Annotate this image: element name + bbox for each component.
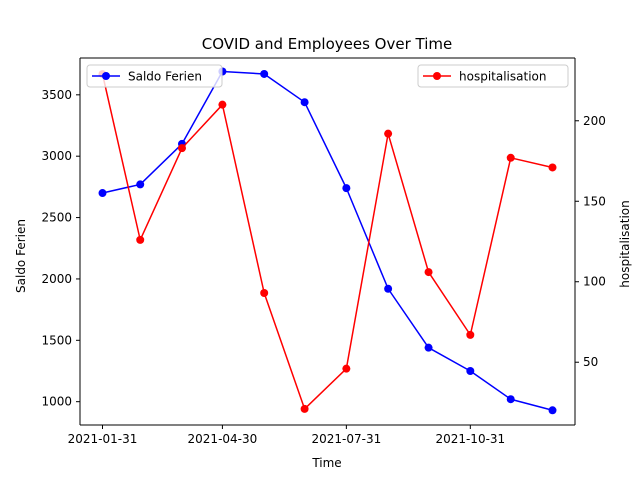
data-point-series2-9 [424, 268, 433, 277]
y-left-tick-label-2: 1500 [41, 333, 72, 347]
data-point-series2-12 [548, 163, 557, 172]
data-point-series1-7 [342, 184, 351, 193]
y-left-tick-label-1: 1000 [41, 395, 72, 409]
y-right-tick-label-4: 200 [583, 114, 606, 128]
legend-series-2-box [417, 64, 569, 88]
y-right-tick-label-1: 50 [583, 355, 598, 369]
x-tick-label-2: 2021-04-30 [188, 432, 258, 446]
y-left-tick-label-3: 2000 [41, 272, 72, 286]
y-left-tick-label-5: 3000 [41, 149, 72, 163]
y-axis-right-label: hospitalisation [618, 200, 632, 287]
legend-series-1-marker [102, 72, 110, 80]
y-left-tick-label-4: 2500 [41, 211, 72, 225]
data-point-series1-8 [384, 284, 393, 293]
series-line-2 [101, 73, 553, 410]
legend-series-1-box [86, 64, 223, 88]
data-point-series1-6 [300, 98, 309, 107]
data-point-series2-6 [300, 404, 309, 413]
x-tick-label-3: 2021-07-31 [311, 432, 381, 446]
y-axis-left-label: Saldo Ferien [14, 219, 28, 293]
data-point-series2-7 [342, 364, 351, 373]
x-tick-label-1: 2021-01-31 [68, 432, 138, 446]
data-point-series2-4 [218, 100, 227, 109]
data-point-series1-1 [98, 189, 107, 198]
data-point-series1-9 [424, 343, 433, 352]
data-point-series2-2 [136, 235, 145, 244]
y-right-tick-label-3: 150 [583, 194, 606, 208]
data-point-series1-11 [506, 395, 515, 404]
data-point-series2-11 [506, 153, 515, 162]
x-tick-label-4: 2021-10-31 [435, 432, 505, 446]
plot-area: 2021-01-31 2021-04-30 2021-07-31 2021-10-31… [41, 57, 606, 446]
data-point-series2-5 [260, 289, 269, 298]
legend-series-1-label: Saldo Ferien [128, 70, 202, 84]
chart-title: COVID and Employees Over Time [202, 35, 452, 53]
legend-series-2-marker [433, 72, 441, 80]
data-point-series1-12 [548, 406, 557, 415]
series-line-1 [102, 70, 553, 411]
y-right-tick-label-2: 100 [583, 275, 606, 289]
y-left-tick-label-6: 3500 [41, 88, 72, 102]
data-point-series2-3 [177, 144, 186, 153]
data-point-series1-10 [466, 366, 475, 375]
legend-series-2-label: hospitalisation [459, 70, 546, 84]
data-point-series2-10 [466, 330, 475, 339]
data-point-series1-5 [260, 69, 269, 78]
x-axis-label: Time [311, 456, 341, 470]
data-point-series2-8 [384, 129, 393, 138]
data-point-series1-2 [136, 180, 145, 189]
